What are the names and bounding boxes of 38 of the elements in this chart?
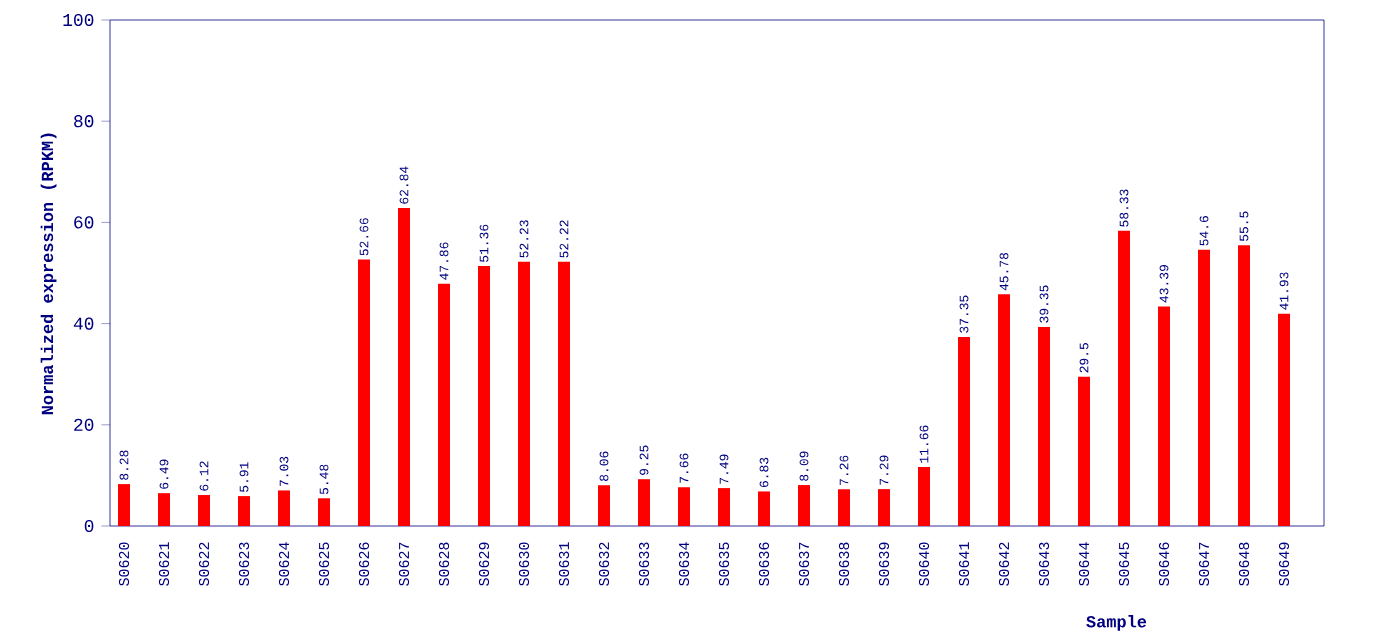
bar	[518, 261, 530, 526]
bar	[1038, 326, 1051, 526]
y-axis-title: Normalized expression (RPKM)	[40, 133, 57, 415]
bar	[278, 490, 290, 526]
bar	[798, 485, 811, 526]
y-tick-label: 60	[74, 216, 94, 229]
bar	[758, 491, 771, 526]
bar	[118, 484, 130, 526]
bar	[1158, 306, 1171, 526]
bar	[878, 489, 891, 526]
bar	[998, 294, 1011, 526]
bar	[478, 266, 490, 526]
bar	[1278, 313, 1291, 526]
bar	[238, 496, 250, 526]
bar	[678, 487, 691, 526]
y-tick-label: 80	[74, 115, 94, 128]
bar	[198, 495, 210, 526]
bar	[158, 493, 170, 526]
y-tick-label: 0	[84, 519, 94, 533]
bar	[958, 337, 971, 526]
bar	[638, 479, 651, 526]
bar	[1238, 245, 1251, 526]
y-tick-label: 40	[73, 317, 94, 330]
bar	[918, 467, 931, 526]
bar	[598, 485, 611, 526]
bar	[358, 259, 370, 526]
bar	[558, 261, 571, 526]
bar	[838, 489, 851, 526]
bar	[1078, 376, 1091, 526]
bar	[1118, 230, 1131, 526]
bar	[438, 283, 450, 526]
bar	[1198, 249, 1211, 526]
bar	[318, 498, 330, 526]
y-tick-label: 100	[63, 13, 94, 27]
y-tick-label: 20	[74, 418, 94, 431]
x-axis-title: Sample	[1086, 615, 1147, 631]
bar	[718, 488, 731, 526]
bar	[398, 208, 410, 526]
